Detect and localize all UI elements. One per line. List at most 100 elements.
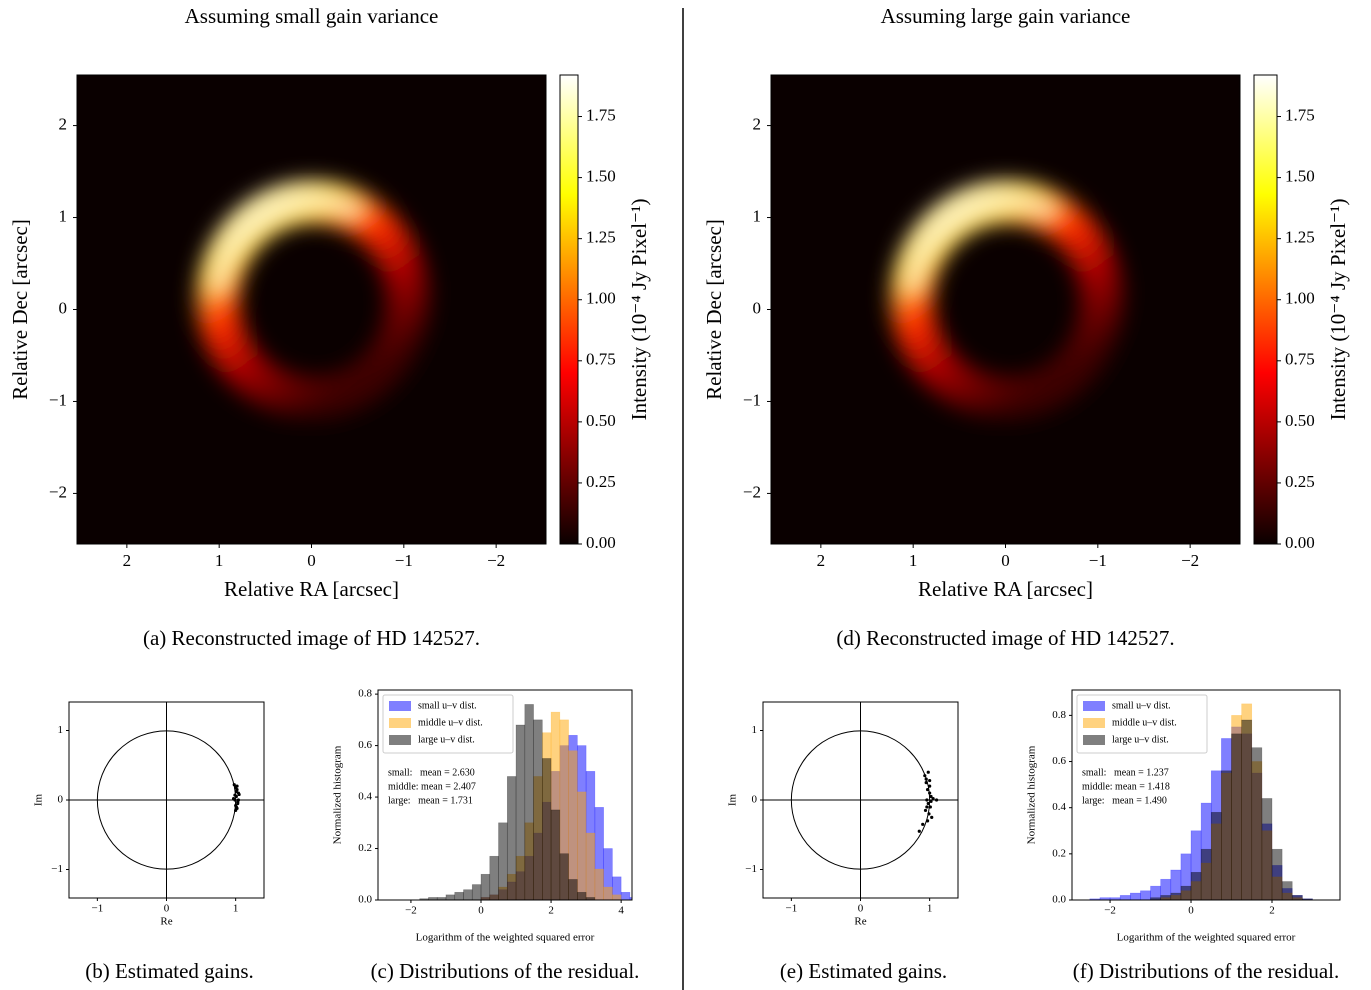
caption: (d) Reconstructed image of HD 142527.: [836, 626, 1174, 650]
gain-point: [237, 798, 240, 801]
gain-point: [925, 778, 928, 781]
hist-bar: [577, 892, 586, 900]
hist-bar: [569, 879, 578, 900]
colorbar-tick-label: 1.25: [586, 228, 616, 247]
image: [771, 75, 1240, 544]
image-background: [771, 75, 1240, 544]
hist-bar: [516, 725, 525, 900]
y-tick-label: 0.6: [358, 739, 372, 751]
gain-point: [921, 823, 924, 826]
colorbar-tick-label: 0.25: [586, 472, 616, 491]
legend-label: large u–v dist.: [418, 734, 475, 745]
gain-point: [930, 816, 933, 819]
hist-bar: [1252, 748, 1262, 900]
colorbar-tick-label: 1.75: [586, 105, 616, 124]
gain-point: [928, 779, 931, 782]
y-tick-label: −1: [743, 390, 761, 409]
x-tick-label: 2: [123, 551, 132, 570]
gain-point: [234, 809, 237, 812]
x-tick-label: −2: [1181, 551, 1199, 570]
hist-bar: [1262, 798, 1272, 900]
x-tick-label: 1: [233, 903, 239, 915]
colorbar-label: Intensity (10⁻⁴ Jy Pixel⁻¹): [1326, 199, 1350, 421]
caption: (f) Distributions of the residual.: [1073, 959, 1340, 983]
y-tick-label: −1: [49, 390, 67, 409]
hist-bar: [446, 895, 455, 900]
hist-bar: [551, 810, 560, 900]
gain-point: [928, 791, 931, 794]
x-tick-label: −2: [405, 905, 417, 917]
annotation: small: mean = 2.630: [388, 767, 475, 778]
gain-point: [235, 790, 238, 793]
x-tick-label: 2: [548, 905, 554, 917]
gain-point: [929, 800, 932, 803]
x-tick-label: 1: [215, 551, 224, 570]
x-tick-label: 0: [164, 903, 170, 915]
x-tick-label: 0: [1001, 551, 1010, 570]
legend-label: middle u–v dist.: [418, 717, 483, 728]
gain-point: [929, 805, 932, 808]
legend-swatch: [389, 735, 411, 745]
x-tick-label: 4: [618, 905, 624, 917]
hist-bar: [1171, 893, 1181, 900]
colorbar-tick-label: 0.75: [586, 350, 616, 369]
y-axis-label: Relative Dec [arcsec]: [8, 219, 32, 400]
gain-point: [927, 802, 930, 805]
hist-bar: [534, 720, 543, 900]
gain-point: [233, 783, 236, 786]
hist-bar: [1181, 886, 1191, 900]
hist-bar: [1221, 771, 1231, 900]
y-tick-label: 0.8: [1052, 709, 1066, 721]
y-tick-label: 0: [752, 794, 758, 806]
hist-bar: [586, 833, 595, 900]
caption: (b) Estimated gains.: [85, 959, 254, 983]
y-axis-label: Relative Dec [arcsec]: [702, 219, 726, 400]
hist-bar: [604, 887, 613, 900]
chart-title: Assuming small gain variance: [185, 4, 439, 28]
gain-point: [927, 812, 930, 815]
colorbar-tick-label: 1.50: [586, 167, 616, 186]
x-tick-label: −2: [487, 551, 505, 570]
legend-swatch: [1083, 701, 1105, 711]
hist-bar: [1161, 895, 1171, 900]
gain-point: [932, 797, 935, 800]
x-tick-label: 0: [307, 551, 316, 570]
gain-point: [238, 793, 241, 796]
annotation: small: mean = 1.237: [1082, 767, 1169, 778]
colorbar-tick-label: 0.00: [1285, 533, 1315, 552]
colorbar-tick-label: 0.50: [1285, 411, 1315, 430]
y-tick-label: 0.8: [358, 688, 372, 700]
gain-point: [925, 798, 928, 801]
hist-bar: [595, 869, 604, 900]
legend-label: middle u–v dist.: [1112, 717, 1177, 728]
y-tick-label: 0.0: [1052, 894, 1066, 906]
colorbar-tick-label: 0.50: [586, 411, 616, 430]
hist-bar: [525, 704, 534, 900]
x-axis-label: Re: [854, 916, 866, 928]
hist-bar: [499, 823, 508, 900]
hist-bar: [1242, 720, 1252, 900]
hist-bar: [463, 890, 472, 900]
hist-bar: [577, 792, 586, 900]
legend-label: small u–v dist.: [418, 700, 477, 711]
y-tick-label: 2: [59, 114, 68, 133]
hist-bar: [1292, 895, 1302, 900]
y-axis-label: Normalized histogram: [1026, 745, 1038, 844]
x-tick-label: −2: [1104, 905, 1116, 917]
y-tick-label: −1: [51, 863, 63, 875]
colorbar-label: Intensity (10⁻⁴ Jy Pixel⁻¹): [627, 199, 651, 421]
hist-bar: [472, 885, 481, 900]
gain-point: [926, 819, 929, 822]
hist-bar: [1201, 849, 1211, 900]
y-tick-label: 0: [58, 794, 64, 806]
x-tick-label: −1: [395, 551, 413, 570]
hist-bar: [1140, 891, 1150, 900]
colorbar-tick-label: 1.25: [1285, 228, 1315, 247]
hist-bar: [569, 751, 578, 900]
colorbar: [1254, 75, 1277, 544]
legend-swatch: [1083, 735, 1105, 745]
x-tick-label: −1: [785, 903, 797, 915]
annotation: large: mean = 1.490: [1082, 795, 1167, 806]
y-tick-label: 1: [58, 724, 64, 736]
y-tick-label: −2: [49, 482, 67, 501]
